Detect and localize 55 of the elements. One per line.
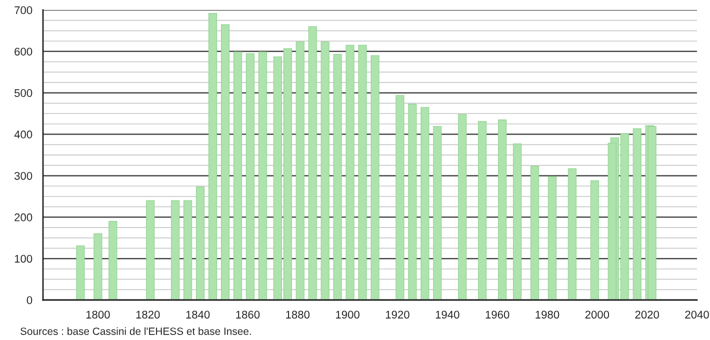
bar [408, 104, 417, 300]
bar [196, 186, 205, 300]
y-tick-label: 300 [14, 172, 32, 180]
bar [358, 44, 367, 300]
bar [333, 54, 342, 300]
bar [590, 180, 599, 300]
y-tick-label: 0 [26, 296, 32, 304]
x-tick-label: 1820 [136, 310, 160, 319]
bar [171, 200, 180, 300]
y-tick-label: 100 [14, 254, 32, 263]
bar [396, 95, 404, 300]
bar [498, 120, 507, 300]
bar [308, 26, 317, 300]
bar [184, 200, 192, 300]
bar [76, 245, 85, 300]
bar [530, 166, 540, 300]
bar [258, 52, 267, 300]
x-tick-label: 2040 [685, 310, 709, 319]
y-tick-label: 600 [14, 48, 32, 56]
bar [94, 233, 102, 300]
bar [513, 144, 522, 300]
x-tick-label: 1860 [236, 310, 260, 319]
source-note: Sources : base Cassini de l'EHESS et base Insee. [20, 327, 251, 335]
x-tick-label: 1880 [286, 310, 310, 319]
x-tick-label: 1920 [386, 310, 410, 319]
bar [458, 114, 467, 300]
bar [370, 55, 380, 300]
y-tick-label: 700 [14, 6, 32, 14]
bar [208, 13, 218, 300]
bar [220, 24, 230, 300]
bar [146, 200, 155, 300]
bar [320, 42, 330, 300]
y-tick-label: 200 [14, 213, 32, 222]
x-tick-label: 1980 [536, 310, 560, 319]
bar [420, 107, 430, 300]
bar [296, 42, 304, 300]
bar [433, 126, 442, 300]
bar [233, 52, 242, 300]
x-tick-label: 2000 [585, 310, 610, 319]
bar [632, 128, 642, 300]
x-tick-label: 2020 [635, 310, 659, 319]
y-tick-label: 500 [14, 89, 32, 97]
bar [568, 168, 576, 300]
y-tick-label: 400 [14, 130, 32, 138]
bar [478, 121, 487, 300]
bar [648, 126, 656, 300]
x-tick-label: 1960 [486, 310, 510, 319]
x-tick-label: 1900 [336, 310, 360, 319]
bar [246, 53, 254, 300]
bar [108, 221, 118, 300]
bar [346, 44, 354, 300]
x-tick-label: 1840 [186, 310, 210, 319]
x-tick-label: 1800 [86, 310, 110, 319]
bar [548, 176, 556, 300]
x-tick-label: 1940 [436, 310, 460, 319]
